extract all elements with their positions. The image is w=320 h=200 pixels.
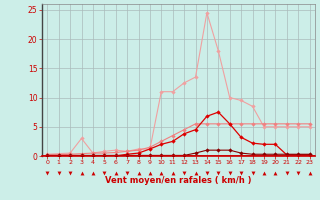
X-axis label: Vent moyen/en rafales ( km/h ): Vent moyen/en rafales ( km/h ) — [105, 176, 252, 185]
